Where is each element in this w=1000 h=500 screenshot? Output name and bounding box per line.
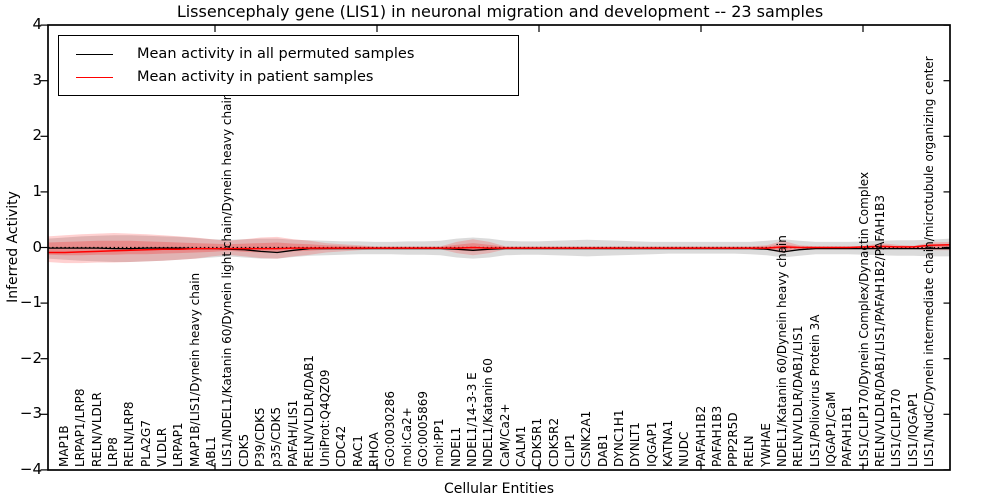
- x-tick-label: LIS1/CLIP170: [889, 388, 904, 467]
- x-tick-label: KATNA1: [660, 419, 675, 467]
- x-tick-label: ABL1: [203, 436, 218, 467]
- x-tick-label: mol:PP1: [432, 418, 447, 467]
- y-tick-label: −1: [19, 293, 42, 312]
- x-tick-label: LIS1/Poliovirus Protein 3A: [807, 314, 822, 467]
- y-tick-label: −4: [19, 459, 42, 478]
- legend-label-patient: Mean activity in patient samples: [137, 69, 374, 85]
- x-tick-label: CSNK2A1: [579, 410, 594, 467]
- x-tick-label: DAB1: [595, 433, 610, 467]
- legend-red-line-swatch: [76, 76, 113, 78]
- x-tick-label: LRPAP1: [171, 422, 186, 467]
- x-tick-label: RELN/VLDLR/DAB1/LIS1: [791, 325, 806, 467]
- x-tick-label: GO:0005869: [416, 390, 430, 467]
- y-tick-label: −3: [19, 404, 42, 423]
- x-tick-label: LIS1/NDEL1/Katanin 60/Dynein light chain…: [220, 92, 235, 467]
- x-tick-label: MAP1B/LIS1/Dynein heavy chain: [187, 272, 202, 467]
- x-tick-label: GO:0030286: [383, 390, 398, 467]
- x-tick-label: p35/CDK5: [269, 406, 284, 467]
- y-tick-label: 3: [32, 70, 42, 89]
- x-tick-label: LRP8: [106, 437, 120, 467]
- x-axis-title: Cellular Entities: [443, 481, 555, 497]
- x-tick-label: CDC42: [334, 425, 349, 467]
- x-tick-label: UniProt:Q4QZ09: [318, 369, 333, 467]
- x-tick-label: NDEL1/Katanin 60: [481, 358, 496, 467]
- x-tick-label: CLIP1: [562, 433, 577, 467]
- x-tick-label: RELN: [742, 435, 757, 467]
- x-tick-label: CDK5: [236, 433, 251, 467]
- legend-item-patient: Mean activity in patient samples: [76, 69, 518, 85]
- x-tick-label: RAC1: [350, 435, 365, 467]
- x-tick-label: RELN/VLDLR/DAB1: [301, 355, 316, 467]
- x-tick-label: PAFAH1B3: [709, 405, 724, 467]
- x-tick-label: NDEL1/Katanin 60/Dynein heavy chain: [775, 235, 790, 467]
- x-tick-label: LIS1/IQGAP1: [905, 392, 920, 467]
- x-tick-label: MAP1B: [57, 425, 71, 467]
- x-tick-label: RHOA: [367, 432, 382, 467]
- x-tick-label: LIS1/NudC/Dynein intermediate chain/micr…: [922, 56, 936, 467]
- patient-mean-line: [48, 243, 951, 254]
- x-tick-label: NUDC: [677, 431, 692, 467]
- x-tick-label: PAFAH1B2: [693, 405, 708, 467]
- x-tick-label: PAFAH1B1: [840, 405, 855, 467]
- x-tick-label: YWHAE: [758, 422, 773, 467]
- y-tick-label: 1: [32, 181, 42, 200]
- x-tick-label: PPP2R5D: [726, 412, 741, 467]
- x-tick-label: PLA2G7: [138, 420, 153, 467]
- x-tick-label: CDK5R1: [530, 417, 545, 467]
- x-tick-label: IQGAP1/CaM: [824, 391, 838, 468]
- x-tick-label: NDEL1: [448, 426, 463, 467]
- legend-label-permuted: Mean activity in all permuted samples: [137, 46, 415, 62]
- legend: Mean activity in all permuted samples Me…: [58, 35, 519, 96]
- x-tick-label: DYNC1H1: [611, 409, 626, 467]
- y-tick-label: 4: [32, 15, 42, 34]
- x-tick-label: LIS1/CLIP170/Dynein Complex/Dynactin Com…: [856, 171, 871, 467]
- x-tick-label: mol:Ca2+: [399, 407, 414, 467]
- x-tick-label: RELN/LRP8: [122, 401, 137, 467]
- legend-black-line-swatch: [76, 53, 113, 55]
- x-tick-label: LRPAP1/LRP8: [73, 388, 88, 467]
- x-tick-label: CALM1: [514, 425, 528, 467]
- x-tick-label: VLDLR: [154, 427, 169, 467]
- x-tick-label: RELN/VLDLR/DAB1/LIS1/PAFAH1B2/PAFAH1B3: [873, 195, 887, 467]
- legend-item-permuted: Mean activity in all permuted samples: [76, 46, 518, 62]
- x-tick-label: RELN/VLDLR: [89, 392, 104, 467]
- y-tick-label: 2: [32, 126, 42, 145]
- chart-title: Lissencephaly gene (LIS1) in neuronal mi…: [176, 2, 824, 21]
- x-tick-label: PAFAH/LIS1: [285, 399, 300, 467]
- x-tick-label: P39/CDK5: [252, 407, 267, 467]
- x-tick-label: NDEL1/14-3-3 E: [465, 372, 479, 467]
- y-tick-label: −2: [19, 348, 42, 367]
- x-tick-label: CDK5R2: [546, 417, 561, 467]
- x-tick-label: CaM/Ca2+: [497, 403, 512, 467]
- x-tick-label: DYNLT1: [628, 422, 643, 467]
- y-tick-label: 0: [32, 237, 42, 256]
- x-tick-label: IQGAP1: [644, 421, 659, 467]
